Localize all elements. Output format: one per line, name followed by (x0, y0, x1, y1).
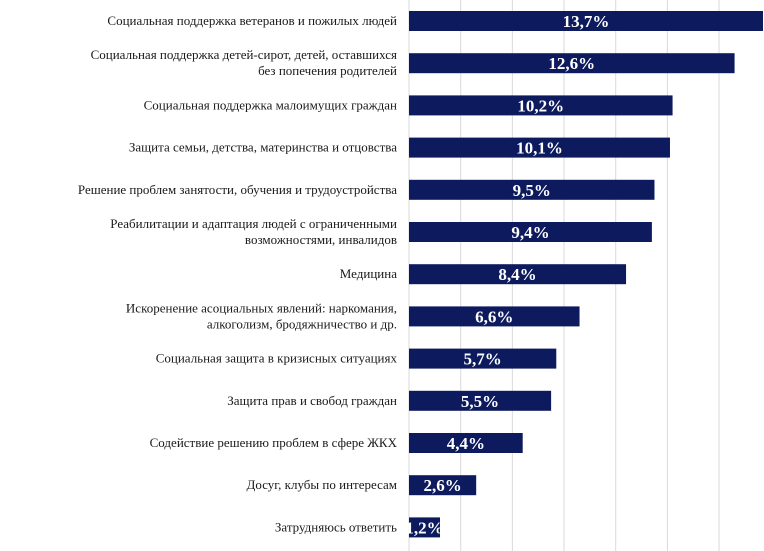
category-label: Досуг, клубы по интересам (247, 477, 397, 492)
category-label-line: Социальная защита в кризисных ситуациях (156, 351, 398, 366)
category-label-line: Решение проблем занятости, обучения и тр… (78, 182, 397, 197)
data-label: 9,4% (511, 223, 549, 242)
category-label-line: Социальная поддержка малоимущих граждан (144, 97, 397, 112)
data-label: 4,4% (447, 434, 485, 453)
category-label: Защита семьи, детства, материнства и отц… (129, 140, 397, 155)
bar (409, 95, 673, 116)
bar (409, 306, 580, 327)
category-label: Затрудняюсь ответить (275, 519, 397, 534)
category-label-line: возможностями, инвалидов (245, 232, 397, 247)
data-label: 2,6% (423, 476, 461, 495)
bar (409, 53, 735, 74)
bar (409, 264, 627, 285)
bars: 13,7% 12,6% 10,2% 10,1% 9,5% 9,4% 8,4% 6,6% 5,7%… (405, 11, 763, 538)
data-label: 12,6% (548, 54, 595, 73)
bar (409, 390, 552, 411)
category-label: Реабилитации и адаптация людей с огранич… (110, 216, 397, 247)
category-label: Искоренение асоциальных явлений: наркома… (126, 300, 397, 331)
category-label-line: Социальная поддержка ветеранов и пожилых… (107, 13, 397, 28)
bar (409, 179, 655, 200)
data-label: 6,6% (475, 307, 513, 326)
category-label-line: Затрудняюсь ответить (275, 519, 397, 534)
bar (409, 137, 670, 158)
data-label: 13,7% (563, 12, 610, 31)
data-label: 9,5% (513, 181, 551, 200)
bar (409, 222, 652, 242)
category-label-line: Содействие решению проблем в сфере ЖКХ (150, 435, 398, 450)
category-label-line: Реабилитации и адаптация людей с огранич… (110, 216, 397, 231)
category-label-line: Защита семьи, детства, материнства и отц… (129, 140, 397, 155)
category-labels: Социальная поддержка ветеранов и пожилых… (78, 13, 398, 534)
category-label: Социальная поддержка ветеранов и пожилых… (107, 13, 397, 28)
category-label-line: Защита прав и свобод граждан (227, 393, 397, 408)
category-label-line: алкоголизм, бродяжничество и др. (207, 316, 397, 331)
data-label: 8,4% (498, 265, 536, 284)
data-label: 5,5% (461, 392, 499, 411)
category-label-line: Досуг, клубы по интересам (247, 477, 397, 492)
category-label: Медицина (340, 266, 397, 281)
data-label: 5,7% (464, 350, 502, 369)
category-label: Содействие решению проблем в сфере ЖКХ (150, 435, 398, 450)
category-label-line: Социальная поддержка детей-сирот, детей,… (91, 47, 397, 62)
category-label: Социальная защита в кризисных ситуациях (156, 351, 398, 366)
data-label: 10,1% (516, 139, 563, 158)
category-label: Решение проблем занятости, обучения и тр… (78, 182, 397, 197)
category-label: Социальная поддержка детей-сирот, детей,… (91, 47, 397, 78)
category-label: Защита прав и свобод граждан (227, 393, 397, 408)
data-label: 10,2% (517, 96, 564, 115)
bar (409, 517, 441, 538)
bar (409, 433, 523, 453)
bar (409, 348, 557, 369)
data-label: 1,2% (405, 518, 443, 537)
category-label-line: Искоренение асоциальных явлений: наркома… (126, 300, 397, 315)
bar (409, 475, 477, 496)
category-label-line: без попечения родителей (258, 63, 397, 78)
bar (409, 11, 763, 31)
category-label-line: Медицина (340, 266, 397, 281)
category-label: Социальная поддержка малоимущих граждан (144, 97, 397, 112)
